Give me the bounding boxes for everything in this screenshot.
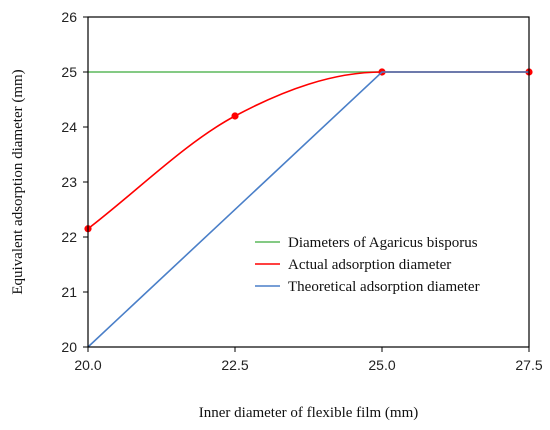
y-tick-label: 26 <box>61 9 77 25</box>
legend-label: Actual adsorption diameter <box>288 257 451 273</box>
plot-frame <box>87 16 530 348</box>
y-tick-label: 22 <box>61 229 77 245</box>
tick-layer: 20.0 22.5 25.0 27.5 20 21 22 23 24 25 26 <box>61 9 542 373</box>
legend-label: Diameters of Agaricus bisporus <box>288 235 478 251</box>
y-tick-label: 23 <box>61 174 77 190</box>
y-tick-label: 25 <box>61 64 77 80</box>
x-axis-title: Inner diameter of flexible film (mm) <box>199 405 419 421</box>
series-line <box>87 71 529 230</box>
x-tick-label: 22.5 <box>221 357 248 373</box>
y-tick-label: 20 <box>61 339 77 355</box>
legend-label: Theoretical adsorption diameter <box>288 279 480 295</box>
x-tick-label: 27.5 <box>515 357 542 373</box>
y-tick-label: 21 <box>61 284 77 300</box>
series-layer <box>84 68 533 348</box>
series-line <box>87 71 529 348</box>
legend: Diameters of Agaricus bisporus Actual ads… <box>255 235 480 295</box>
x-tick-label: 20.0 <box>74 357 101 373</box>
y-tick-label: 24 <box>61 119 77 135</box>
series-1 <box>84 68 533 233</box>
data-point <box>231 112 239 120</box>
y-axis-title: Equivalent adsorption diameter (mm) <box>10 69 26 294</box>
x-tick-label: 25.0 <box>368 357 395 373</box>
series-2 <box>87 71 529 348</box>
